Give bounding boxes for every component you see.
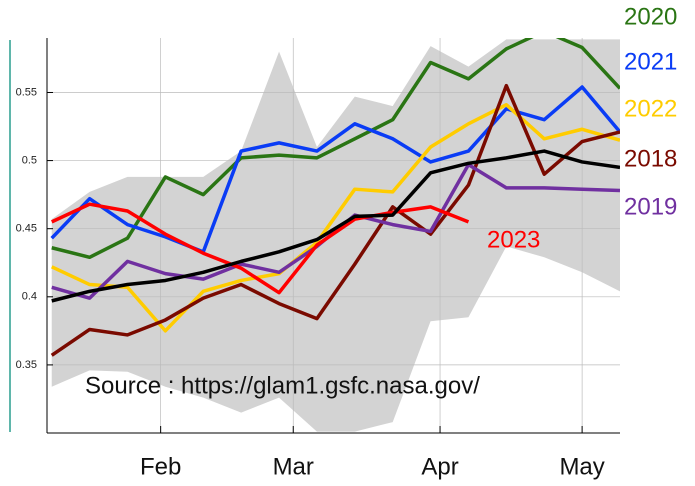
y-tick-label: 0.5 [22, 154, 37, 166]
legend-label: 2018 [624, 145, 677, 172]
y-tick-label: 0.4 [22, 291, 37, 303]
y-tick-label: 0.45 [16, 223, 37, 235]
series-line [50, 83, 620, 357]
plot-area [47, 38, 620, 433]
legend-label: 2023 [487, 226, 540, 253]
x-tick-label: Apr [421, 453, 458, 480]
x-tick-label: May [559, 453, 604, 480]
series-line [51, 149, 620, 303]
range-band [51, 39, 620, 432]
series-line [50, 102, 620, 333]
legend-label: 2022 [624, 95, 677, 122]
x-tick-label: Mar [273, 453, 314, 480]
series-line [50, 202, 470, 295]
series-line [51, 38, 620, 260]
y-tick-label: 0.35 [16, 359, 37, 371]
source-annotation: Source : https://glam1.gsfc.nasa.gov/ [85, 372, 480, 399]
legend-label: 2020 [624, 3, 677, 30]
series-line [50, 85, 620, 254]
y-tick-label: 0.55 [16, 86, 37, 98]
x-tick-label: Feb [140, 453, 181, 480]
legend-label: 2019 [624, 193, 677, 220]
legend-label: 2021 [624, 48, 677, 75]
